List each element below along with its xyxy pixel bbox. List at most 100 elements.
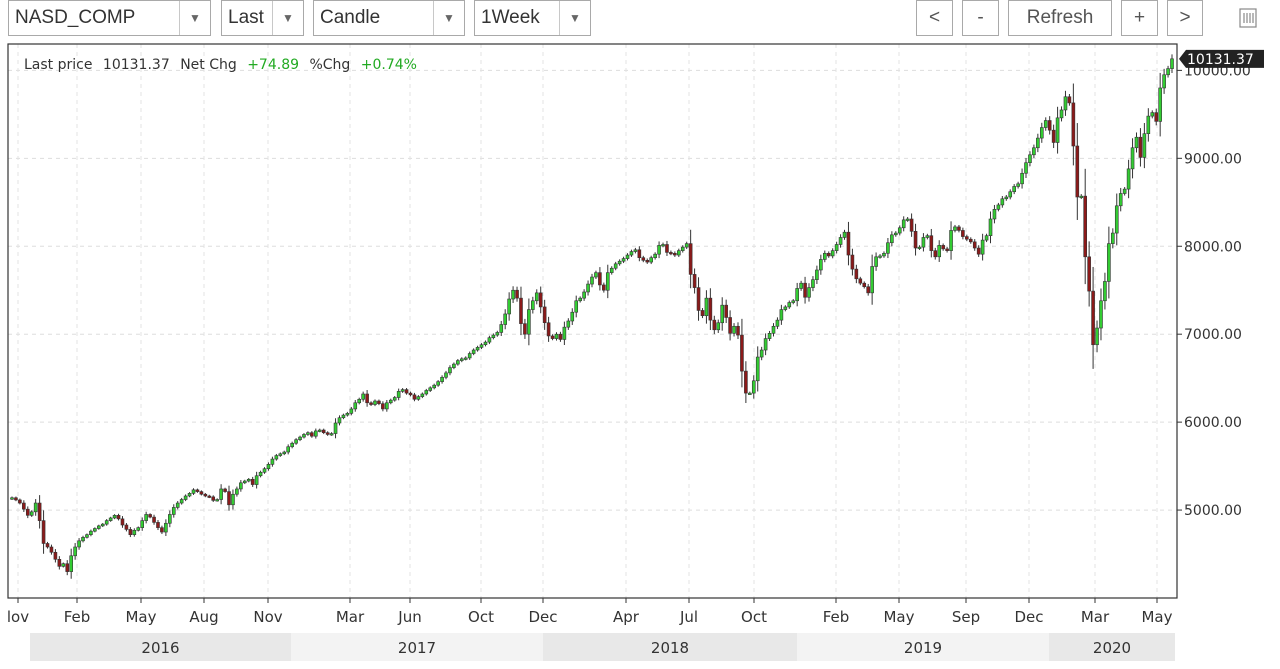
candle [203, 493, 208, 497]
candle [515, 289, 519, 299]
symbol-select[interactable]: NASD_COMP ▼ [8, 0, 211, 36]
triangle-down-icon[interactable]: ▼ [433, 1, 464, 35]
candle [49, 546, 54, 553]
y-tick-label: 8000.00 [1184, 239, 1242, 255]
candle [795, 288, 799, 302]
candle [799, 282, 803, 289]
candle [231, 493, 235, 506]
candle [1162, 74, 1166, 89]
pct-chg-value: +0.74% [361, 57, 417, 73]
candle [1107, 243, 1111, 282]
candle [404, 389, 409, 394]
candle [124, 524, 129, 530]
candle [803, 282, 807, 298]
candle [661, 244, 665, 247]
candle [1126, 168, 1131, 190]
candle [582, 291, 586, 299]
pct-chg-label: %Chg [309, 57, 350, 73]
x-tick-label: Oct [741, 608, 767, 626]
candle [826, 252, 831, 257]
candle [669, 252, 673, 255]
candle [179, 499, 184, 504]
candle [988, 218, 993, 237]
candle [97, 525, 101, 529]
candle [996, 204, 1001, 210]
candle [242, 480, 247, 484]
y-tick-label: 5000.00 [1184, 503, 1242, 519]
candle [605, 272, 610, 291]
candle [57, 559, 62, 567]
candle [625, 254, 630, 259]
candle [479, 344, 484, 348]
year-band-cell [1049, 633, 1175, 661]
candle [925, 235, 930, 238]
candle [1083, 195, 1087, 258]
refresh-button[interactable]: Refresh [1008, 0, 1112, 36]
candle [905, 218, 910, 221]
candle [282, 451, 287, 455]
candle [1075, 145, 1080, 198]
candle [432, 384, 436, 389]
scroll-right-button[interactable]: > [1167, 0, 1203, 36]
candle [949, 230, 953, 251]
net-chg-value: +74.89 [247, 57, 299, 73]
candle [807, 287, 811, 298]
candle [755, 356, 760, 382]
chart-style-select[interactable]: Candle ▼ [313, 0, 465, 36]
candle [874, 256, 878, 267]
candle [511, 289, 515, 300]
candle [598, 272, 602, 286]
candle [1118, 193, 1123, 207]
candle [527, 309, 531, 335]
candle [523, 323, 527, 335]
year-label: 2020 [1093, 639, 1131, 657]
candle [456, 360, 460, 365]
candle [1166, 68, 1170, 76]
year-label: 2019 [904, 639, 942, 657]
candle [207, 495, 212, 498]
candlestick-chart[interactable]: 2016 2017 2018 2019 2020 5000.00 6000.00 7000.… [0, 40, 1280, 665]
scroll-left-button[interactable]: < [916, 0, 953, 36]
triangle-down-icon[interactable]: ▼ [559, 1, 590, 35]
menu-button[interactable] [1230, 0, 1266, 36]
triangle-down-icon[interactable]: ▼ [179, 1, 210, 35]
candle [740, 334, 744, 372]
candle [980, 239, 985, 255]
year-band: 2016 2017 2018 2019 2020 [30, 633, 1175, 661]
candle [294, 439, 298, 444]
candle [665, 244, 669, 253]
candle [377, 400, 381, 404]
price-field-select[interactable]: Last ▼ [221, 0, 304, 36]
candle [677, 250, 681, 256]
candle [842, 231, 847, 238]
candle [128, 529, 133, 535]
candle [724, 304, 728, 318]
candle [613, 263, 618, 269]
interval-select[interactable]: 1Week ▼ [474, 0, 591, 36]
candle [909, 218, 914, 232]
candle [235, 488, 239, 495]
candle [653, 253, 657, 258]
candle [819, 259, 823, 271]
candle [696, 287, 701, 311]
x-tick-label: Feb [823, 608, 850, 626]
candle [65, 563, 70, 572]
last-price-label: Last price [24, 57, 92, 73]
candle [1016, 183, 1020, 187]
candle [416, 396, 421, 400]
candle [475, 347, 480, 351]
x-tick-label: Dec [1014, 608, 1043, 626]
candle [254, 475, 259, 485]
candle [968, 238, 973, 243]
candle [945, 248, 949, 251]
candle [1138, 136, 1143, 158]
candle [534, 292, 539, 302]
x-tick-label: Mar [336, 608, 365, 626]
triangle-down-icon[interactable]: ▼ [272, 1, 303, 35]
candle [41, 520, 46, 544]
zoom-in-button[interactable]: + [1121, 0, 1158, 36]
candle [144, 514, 148, 521]
zoom-out-button[interactable]: - [962, 0, 999, 36]
candle [171, 507, 176, 515]
candle [1012, 186, 1016, 193]
